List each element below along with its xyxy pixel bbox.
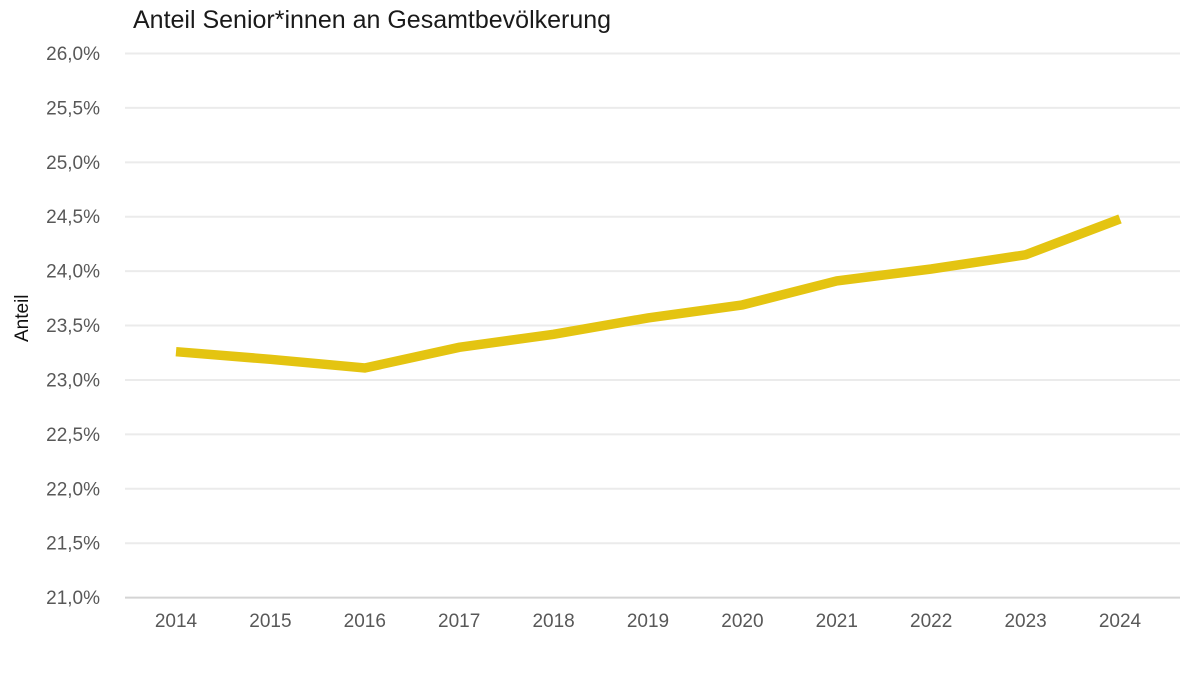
x-tick-label: 2019	[627, 611, 669, 632]
x-tick-label: 2021	[816, 611, 858, 632]
chart-title: Anteil Senior*innen an Gesamtbevölkerung	[133, 6, 612, 34]
x-tick-label: 2015	[249, 611, 291, 632]
x-tick-label: 2024	[1099, 611, 1142, 632]
x-tick-label: 2022	[910, 611, 952, 632]
y-tick-label: 26,0%	[46, 44, 100, 65]
y-tick-label: 22,5%	[46, 425, 100, 446]
y-tick-label: 25,5%	[46, 98, 100, 119]
y-tick-label: 24,5%	[46, 207, 100, 228]
x-tick-label: 2020	[721, 611, 763, 632]
y-tick-label: 22,0%	[46, 479, 100, 500]
x-tick-label: 2017	[438, 611, 480, 632]
x-tick-label: 2016	[344, 611, 386, 632]
x-tick-label: 2023	[1004, 611, 1046, 632]
data-series-line	[175, 214, 1122, 373]
y-tick-label: 24,0%	[46, 262, 100, 283]
y-tick-label: 23,0%	[46, 370, 100, 391]
x-tick-label: 2018	[532, 611, 574, 632]
y-tick-label: 21,5%	[46, 534, 100, 555]
y-tick-label: 23,5%	[46, 316, 100, 337]
y-tick-label: 25,0%	[46, 153, 100, 174]
y-tick-label: 21,0%	[46, 588, 100, 609]
x-tick-label: 2014	[155, 611, 198, 632]
